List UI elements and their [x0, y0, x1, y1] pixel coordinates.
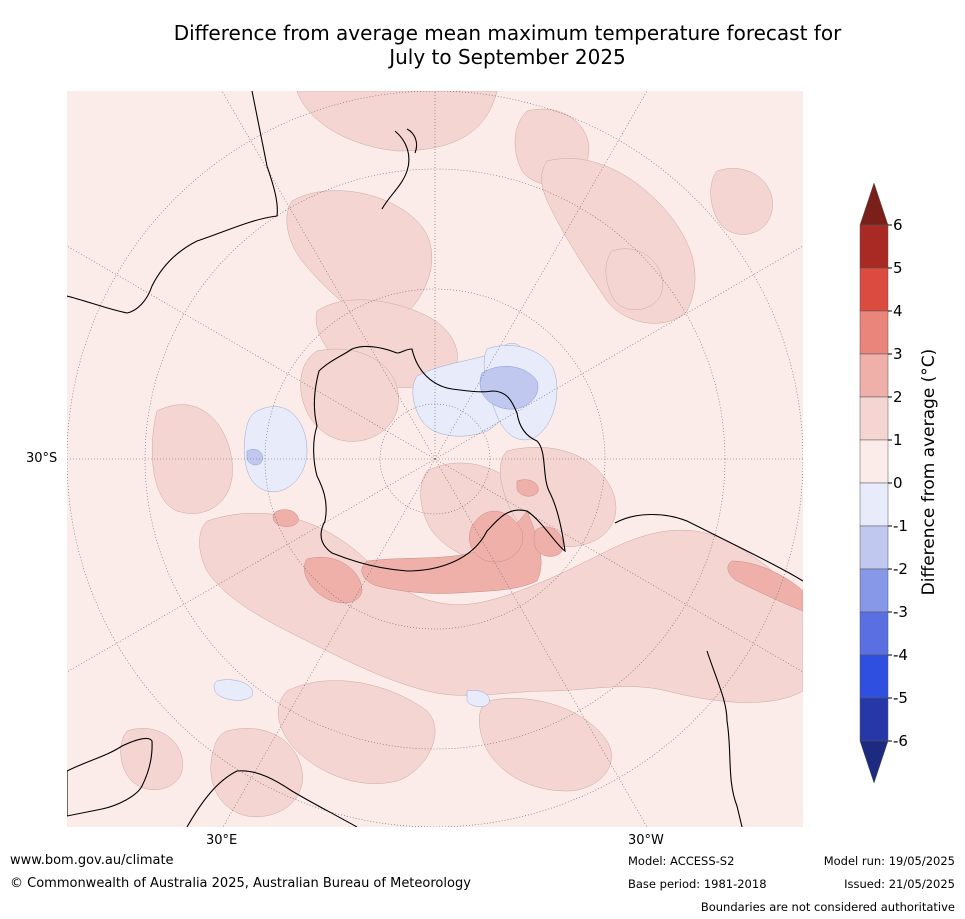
- disclaimer-text: Boundaries are not considered authoritat…: [700, 900, 955, 914]
- colorbar-bin: [859, 654, 889, 699]
- south-america-coastline: [614, 514, 803, 827]
- colorbar-bin: [859, 182, 889, 226]
- base-period-label: Base period: 1981-2018: [628, 877, 767, 891]
- colorbar-tick-label: 3: [893, 345, 903, 363]
- colorbar-tick-label: -4: [893, 646, 908, 664]
- colorbar-bin: [859, 353, 889, 398]
- colorbar-bin: [859, 482, 889, 527]
- longitude-label-30w: 30°W: [628, 833, 664, 848]
- title-line-1: Difference from average mean maximum tem…: [173, 21, 842, 45]
- colorbar-legend: 6 5 4 3 2 1 0 -1 -2 -3 -4 -5 -6 Difference from aver…: [859, 182, 939, 784]
- antarctica-coastline: [313, 345, 566, 572]
- new-zealand-coastline: [381, 128, 418, 210]
- colorbar-tick-label: -2: [893, 560, 908, 578]
- colorbar-bin: [859, 525, 889, 570]
- australia-coastline: [67, 737, 153, 817]
- graticule-lines: [67, 91, 803, 827]
- africa-coastline: [67, 91, 278, 314]
- model-label: Model: ACCESS-S2: [628, 854, 735, 868]
- longitude-label-30e: 30°E: [206, 833, 238, 848]
- colorbar-bin: [859, 697, 889, 742]
- anomaly-1-to-2-areas: [120, 91, 803, 818]
- map-title: Difference from average mean maximum tem…: [60, 21, 955, 69]
- colorbar-tick-label: 0: [893, 474, 903, 492]
- copyright-text: © Commonwealth of Australia 2025, Austra…: [10, 876, 471, 891]
- colorbar-bin: [859, 439, 889, 484]
- website-link[interactable]: www.bom.gov.au/climate: [10, 853, 174, 868]
- africa-east-coastline: [186, 770, 358, 827]
- colorbar-tick-label: 2: [893, 388, 903, 406]
- colorbar-bin: [859, 310, 889, 355]
- model-run-label: Model run: 19/05/2025: [823, 854, 955, 868]
- issued-label: Issued: 21/05/2025: [844, 877, 955, 891]
- colorbar-tick-label: 1: [893, 431, 903, 449]
- colorbar-tick-label: -3: [893, 603, 908, 621]
- colorbar-tick-label: -1: [893, 517, 908, 535]
- colorbar-bins: [859, 182, 889, 784]
- colorbar-tick-label: -6: [893, 732, 908, 750]
- colorbar-tick-label: 5: [893, 259, 903, 277]
- colorbar-tick-label: 6: [893, 216, 903, 234]
- latitude-label-30s: 30°S: [26, 451, 58, 466]
- colorbar-ticks: 6 5 4 3 2 1 0 -1 -2 -3 -4 -5 -6: [888, 216, 908, 750]
- colorbar-label: Difference from average (°C): [919, 349, 939, 596]
- colorbar-bin: [859, 568, 889, 613]
- colorbar-bin: [859, 396, 889, 441]
- south-polar-temperature-map: [67, 91, 803, 827]
- colorbar-bin: [859, 224, 889, 269]
- title-line-2: July to September 2025: [389, 45, 626, 69]
- colorbar-tick-label: -5: [893, 689, 908, 707]
- anomaly-minus2-to-minus1-areas: [246, 366, 539, 466]
- anomaly-2-to-3-areas: [272, 479, 803, 612]
- colorbar-bin: [859, 611, 889, 656]
- coastlines: [67, 91, 803, 827]
- colorbar-tick-label: 4: [893, 302, 903, 320]
- colorbar-bin: [859, 267, 889, 312]
- colorbar-bin: [859, 740, 889, 784]
